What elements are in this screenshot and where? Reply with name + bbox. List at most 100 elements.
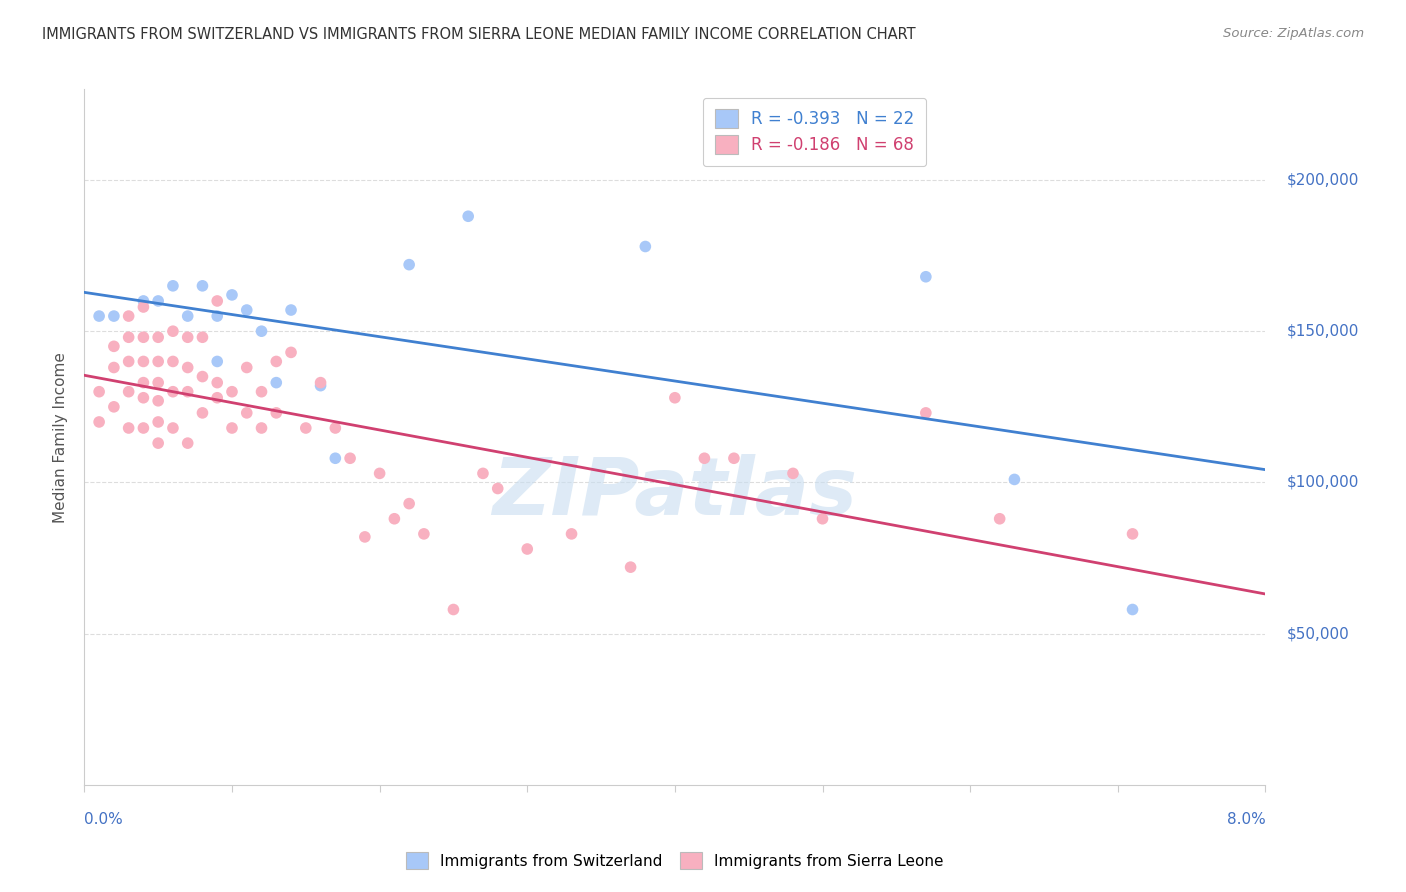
Point (177, 436, 200, 450)
Point (148, 330, 170, 344)
Point (87, 384, 111, 399)
Point (221, 384, 243, 399)
Point (132, 391, 155, 405)
Point (177, 360, 200, 375)
Point (1004, 472, 1026, 486)
Point (339, 451, 361, 466)
Point (915, 269, 938, 284)
Point (264, 354, 288, 368)
Point (398, 258, 420, 272)
Point (132, 293, 155, 308)
Point (132, 421, 155, 435)
Point (443, 602, 465, 616)
Point (264, 376, 288, 390)
Point (235, 360, 259, 375)
Text: $150,000: $150,000 (1286, 324, 1358, 339)
Point (191, 330, 214, 344)
Point (118, 354, 141, 368)
Point (323, 451, 347, 466)
Text: $100,000: $100,000 (1286, 475, 1358, 490)
Point (250, 384, 273, 399)
Point (664, 391, 686, 405)
Point (280, 303, 302, 318)
Point (132, 354, 155, 368)
Point (162, 354, 184, 368)
Point (148, 415, 170, 429)
Point (148, 376, 170, 390)
Point (264, 406, 288, 420)
Point (221, 288, 243, 302)
Point (118, 384, 141, 399)
Point (309, 376, 332, 390)
Point (205, 376, 228, 390)
Text: IMMIGRANTS FROM SWITZERLAND VS IMMIGRANTS FROM SIERRA LEONE MEDIAN FAMILY INCOME: IMMIGRANTS FROM SWITZERLAND VS IMMIGRANT… (42, 27, 915, 42)
Point (723, 451, 745, 466)
Point (221, 421, 243, 435)
Point (205, 309, 228, 323)
Point (103, 360, 125, 375)
Point (148, 354, 170, 368)
Point (177, 309, 200, 323)
Point (118, 330, 141, 344)
Point (915, 406, 938, 420)
Point (619, 560, 641, 574)
Point (103, 309, 125, 323)
Text: ZIPatlas: ZIPatlas (492, 454, 858, 532)
Point (516, 541, 538, 556)
Point (634, 239, 657, 253)
Point (148, 436, 170, 450)
Point (560, 527, 583, 541)
Point (118, 309, 141, 323)
Point (205, 293, 228, 308)
Point (782, 467, 804, 481)
Point (235, 406, 259, 420)
Point (280, 345, 302, 359)
Point (811, 512, 834, 526)
Point (205, 391, 228, 405)
Point (177, 384, 200, 399)
Point (132, 376, 155, 390)
Point (87, 415, 111, 429)
Point (354, 530, 377, 544)
Text: $50,000: $50,000 (1286, 626, 1350, 641)
Point (162, 324, 184, 338)
Text: 8.0%: 8.0% (1226, 812, 1265, 827)
Point (323, 421, 347, 435)
Point (162, 421, 184, 435)
Point (162, 278, 184, 293)
Point (118, 421, 141, 435)
Point (250, 324, 273, 338)
Point (148, 293, 170, 308)
Text: $200,000: $200,000 (1286, 172, 1358, 187)
Point (103, 339, 125, 353)
Point (457, 209, 479, 223)
Point (250, 421, 273, 435)
Point (148, 393, 170, 408)
Point (162, 384, 184, 399)
Point (177, 330, 200, 344)
Point (472, 467, 495, 481)
Y-axis label: Median Family Income: Median Family Income (53, 351, 69, 523)
Point (368, 467, 391, 481)
Legend: Immigrants from Switzerland, Immigrants from Sierra Leone: Immigrants from Switzerland, Immigrants … (401, 846, 949, 875)
Point (132, 330, 155, 344)
Point (1122, 527, 1144, 541)
Point (486, 482, 509, 496)
Point (1122, 602, 1144, 616)
Point (309, 378, 332, 392)
Point (103, 400, 125, 414)
Legend: R = -0.393   N = 22, R = -0.186   N = 68: R = -0.393 N = 22, R = -0.186 N = 68 (703, 97, 927, 166)
Point (382, 512, 406, 526)
Point (295, 421, 318, 435)
Point (693, 451, 716, 466)
Text: 0.0%: 0.0% (84, 812, 124, 827)
Point (413, 527, 436, 541)
Point (87, 309, 111, 323)
Text: Source: ZipAtlas.com: Source: ZipAtlas.com (1223, 27, 1364, 40)
Point (235, 303, 259, 318)
Point (132, 300, 155, 314)
Point (988, 512, 1011, 526)
Point (191, 278, 214, 293)
Point (191, 369, 214, 384)
Point (191, 406, 214, 420)
